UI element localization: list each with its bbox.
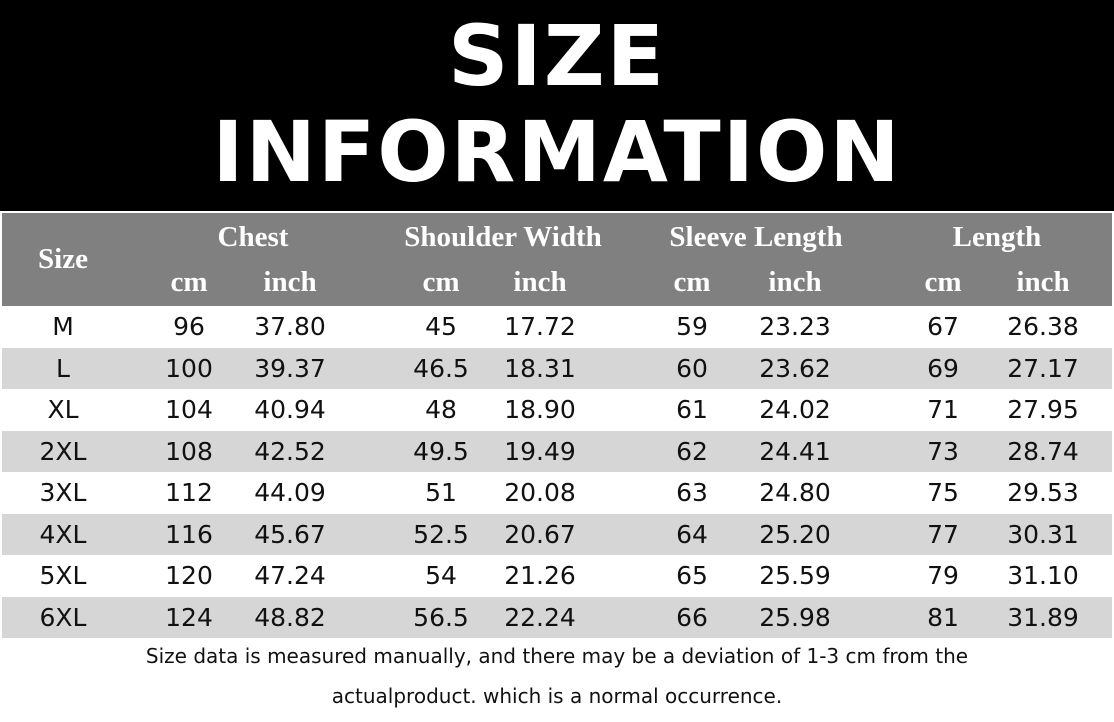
value-cell: 20.08 [504, 478, 576, 507]
size-cell: 3XL [39, 478, 87, 507]
value-cell: 73 [927, 436, 959, 466]
value-cell: 69 [927, 353, 959, 383]
unit-header: cm [673, 266, 711, 298]
unit-header: inch [1016, 266, 1070, 298]
value-cell: 108 [165, 436, 213, 466]
value-cell: 52.5 [413, 519, 469, 549]
value-cell: 100 [165, 353, 213, 383]
unit-header: inch [513, 266, 567, 298]
unit-header: inch [263, 266, 317, 298]
value-cell: 24.41 [759, 436, 831, 466]
size-cell: 2XL [39, 436, 87, 466]
value-cell: 20.67 [504, 519, 576, 549]
value-cell: 21.26 [504, 561, 576, 590]
value-cell: 45 [425, 312, 457, 341]
value-cell: 64 [676, 519, 708, 549]
value-cell: 25.59 [759, 561, 831, 590]
size-header: Size [38, 243, 88, 275]
value-cell: 120 [165, 561, 213, 590]
value-cell: 65 [676, 561, 708, 590]
table-row: 6XL 124 48.82 56.5 22.24 66 25.98 81 31.89 [2, 596, 1112, 638]
value-cell: 17.72 [504, 312, 576, 341]
value-cell: 40.94 [254, 395, 326, 424]
value-cell: 46.5 [413, 353, 469, 383]
size-cell: L [56, 353, 70, 383]
value-cell: 116 [165, 519, 213, 549]
value-cell: 24.80 [759, 478, 831, 507]
unit-header: inch [768, 266, 822, 298]
value-cell: 62 [676, 436, 708, 466]
value-cell: 27.95 [1007, 395, 1079, 424]
value-cell: 47.24 [254, 561, 326, 590]
value-cell: 19.49 [504, 436, 576, 466]
value-cell: 26.38 [1007, 312, 1079, 341]
value-cell: 31.89 [1007, 602, 1079, 632]
value-cell: 23.62 [759, 353, 831, 383]
value-cell: 27.17 [1007, 353, 1079, 383]
value-cell: 37.80 [254, 312, 326, 341]
note-line-1: Size data is measured manually, and ther… [145, 644, 969, 668]
value-cell: 51 [425, 478, 457, 507]
value-cell: 59 [676, 312, 708, 341]
value-cell: 39.37 [254, 353, 326, 383]
note-line-2: actualproduct. which is a normal occurre… [331, 684, 783, 708]
value-cell: 23.23 [759, 312, 831, 341]
value-cell: 49.5 [413, 436, 469, 466]
value-cell: 48 [425, 395, 457, 424]
value-cell: 71 [927, 395, 959, 424]
title-line-1: SIZE [447, 7, 667, 105]
group-header-chest: Chest [217, 221, 289, 253]
unit-header: cm [924, 266, 962, 298]
value-cell: 54 [425, 561, 457, 590]
value-cell: 66 [676, 602, 708, 632]
size-cell: XL [47, 395, 79, 424]
value-cell: 96 [173, 312, 205, 341]
table-row: 3XL 112 44.09 51 20.08 63 24.80 75 29.53 [2, 472, 1112, 514]
value-cell: 29.53 [1007, 478, 1079, 507]
value-cell: 77 [927, 519, 959, 549]
value-cell: 63 [676, 478, 708, 507]
table-row: XL 104 40.94 48 18.90 61 24.02 71 27.95 [2, 389, 1112, 431]
table-row: 2XL 108 42.52 49.5 19.49 62 24.41 73 28.74 [2, 430, 1112, 472]
group-header-sleeve: Sleeve Length [669, 221, 843, 253]
value-cell: 75 [927, 478, 959, 507]
value-cell: 104 [165, 395, 213, 424]
size-cell: 5XL [39, 561, 87, 590]
value-cell: 67 [927, 312, 959, 341]
size-cell: 4XL [39, 519, 87, 549]
value-cell: 79 [927, 561, 959, 590]
value-cell: 24.02 [759, 395, 831, 424]
value-cell: 112 [165, 478, 213, 507]
unit-header: cm [422, 266, 460, 298]
table-row: 4XL 116 45.67 52.5 20.67 64 25.20 77 30.31 [2, 513, 1112, 555]
value-cell: 42.52 [254, 436, 326, 466]
value-cell: 44.09 [254, 478, 326, 507]
value-cell: 81 [927, 602, 959, 632]
value-cell: 18.31 [504, 353, 576, 383]
value-cell: 61 [676, 395, 708, 424]
table-row: M 96 37.80 45 17.72 59 23.23 67 26.38 [2, 306, 1112, 348]
value-cell: 31.10 [1007, 561, 1079, 590]
value-cell: 60 [676, 353, 708, 383]
value-cell: 124 [165, 602, 213, 632]
value-cell: 25.20 [759, 519, 831, 549]
value-cell: 25.98 [759, 602, 831, 632]
value-cell: 28.74 [1007, 436, 1079, 466]
value-cell: 18.90 [504, 395, 576, 424]
value-cell: 45.67 [254, 519, 326, 549]
value-cell: 22.24 [504, 602, 576, 632]
size-cell: 6XL [39, 602, 87, 632]
table-header: Size Chest Shoulder Width Sleeve Length … [2, 213, 1112, 306]
title-banner: SIZE INFORMATION [0, 0, 1114, 211]
table-row: 5XL 120 47.24 54 21.26 65 25.59 79 31.10 [2, 555, 1112, 597]
value-cell: 56.5 [413, 602, 469, 632]
table-row: L 100 39.37 46.5 18.31 60 23.62 69 27.17 [2, 347, 1112, 389]
unit-header: cm [170, 266, 208, 298]
group-header-length: Length [952, 221, 1042, 253]
value-cell: 30.31 [1007, 519, 1079, 549]
title-line-2: INFORMATION [212, 103, 902, 201]
value-cell: 48.82 [254, 602, 326, 632]
size-cell: M [52, 312, 74, 341]
group-header-shoulder: Shoulder Width [404, 221, 602, 253]
